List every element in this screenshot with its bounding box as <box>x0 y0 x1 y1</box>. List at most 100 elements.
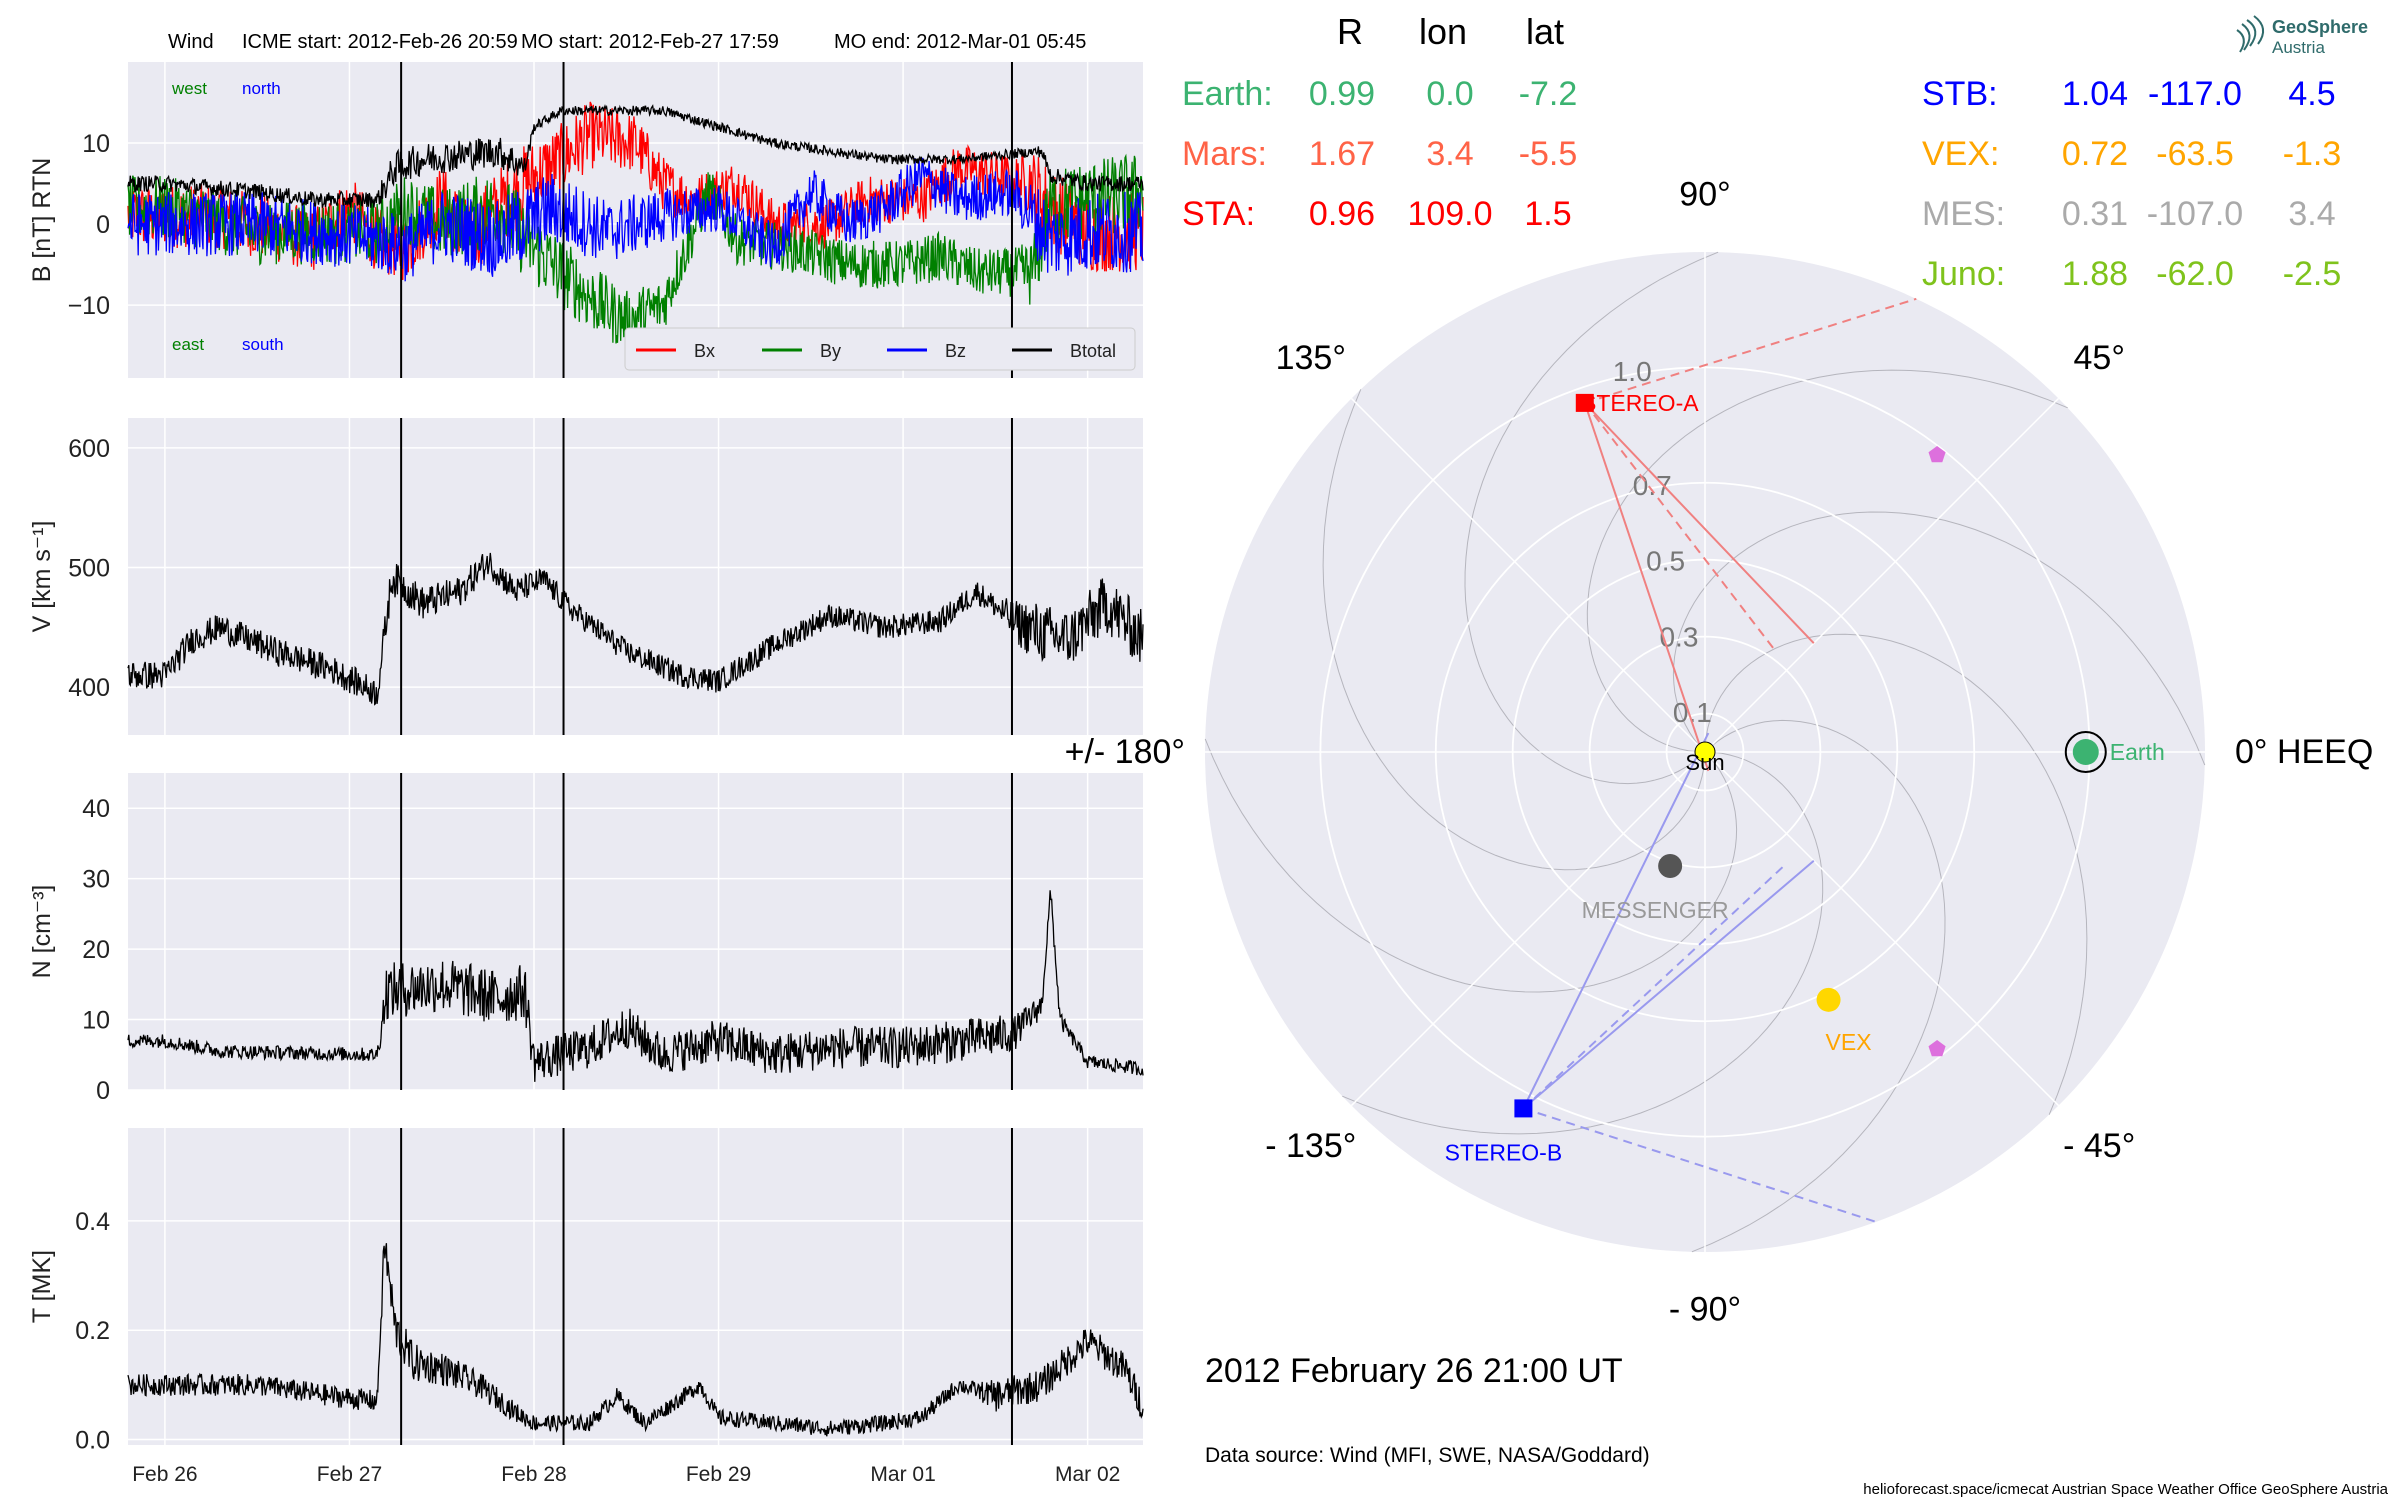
parker-spiral-line <box>1586 369 2068 753</box>
series-line-v <box>127 552 1144 706</box>
y-tick-label: 0.0 <box>75 1427 110 1455</box>
logo-line2: Austria <box>2272 38 2325 57</box>
y-axis-label: T [MK] <box>28 1250 56 1323</box>
y-axis-label: V [km s⁻¹] <box>28 521 56 633</box>
table-name-right-1: VEX: <box>1922 135 1999 173</box>
y-axis-label: B [nT] RTN <box>28 158 56 283</box>
temperature-panel: 0.4 0.2 0.0 T [MK] Feb 26 Feb 27 Feb 28 Feb 29 M… <box>28 1128 1144 1486</box>
legend-label-btotal: Btotal <box>1070 341 1116 361</box>
stereo-b-fov-line <box>1522 860 1815 1110</box>
logo-swirl-icon <box>2236 15 2265 53</box>
angle-label: 135° <box>1276 339 1346 377</box>
table-r-right-0: 1.04 <box>2062 75 2128 113</box>
stereo-b-fov-line <box>1523 1107 1877 1223</box>
table-r-right-3: 1.88 <box>2062 255 2128 293</box>
table-name-left-0: Earth: <box>1182 75 1273 113</box>
parker-spiral-line <box>1464 251 1719 785</box>
radial-tick-label: 0.3 <box>1659 621 1698 652</box>
y-tick-label: 500 <box>68 555 110 583</box>
parker-spiral-line <box>1672 511 2206 766</box>
y-tick-label: 0 <box>96 1077 110 1105</box>
panel-background <box>128 418 1143 735</box>
west-label: west <box>171 79 207 98</box>
east-label: east <box>172 335 204 354</box>
y-tick-label: 0.2 <box>75 1317 110 1345</box>
icme-start-label: ICME start: 2012-Feb-26 20:59 <box>242 31 518 53</box>
magnetic-field-panel: 10 0 −10 B [nT] RTN west north east south Bx By Bz… <box>28 62 1144 378</box>
stereo-marker <box>1514 1099 1533 1118</box>
stereo-a-fov-line <box>1584 297 1917 404</box>
earth-ring <box>2064 731 2107 773</box>
table-lon-right-1: -63.5 <box>2156 135 2234 173</box>
table-lon-right-0: -117.0 <box>2148 75 2242 113</box>
table-lon-left-2: 109.0 <box>1407 195 1492 233</box>
panel-background <box>128 1128 1143 1445</box>
parker-spiral-line <box>1691 719 1946 1253</box>
legend-label-bx: Bx <box>694 341 715 361</box>
table-lon-right-2: -107.0 <box>2147 195 2243 233</box>
angular-gridline <box>1350 397 1706 753</box>
parker-spiral-line <box>1704 633 2088 1115</box>
stereo-a-fov-line <box>1584 402 1815 644</box>
table-r-left-0: 0.99 <box>1309 75 1375 113</box>
x-tick-label: Mar 01 <box>870 1463 935 1486</box>
messenger-label: MESSENGER <box>1582 897 1729 923</box>
y-tick-label: 40 <box>82 795 110 823</box>
table-name-right-3: Juno: <box>1922 255 2005 293</box>
table-header-lon: lon <box>1419 11 1467 52</box>
radial-tick-label: 0.5 <box>1646 546 1685 577</box>
table-name-left-2: STA: <box>1182 195 1255 233</box>
table-lat-right-3: -2.5 <box>2283 255 2342 293</box>
plot-time-title: 2012 February 26 21:00 UT <box>1205 1352 1623 1390</box>
y-tick-label: 600 <box>68 435 110 463</box>
north-label: north <box>242 79 281 98</box>
logo-line1: GeoSphere <box>2272 17 2368 37</box>
parker-spiral-line <box>1204 738 1738 993</box>
geosphere-logo: GeoSphere Austria <box>2236 15 2368 57</box>
table-r-right-2: 0.31 <box>2062 195 2128 233</box>
stereo-label: STEREO-B <box>1445 1139 1563 1165</box>
y-tick-label: 30 <box>82 866 110 894</box>
y-tick-label: −10 <box>68 292 110 320</box>
angular-gridline <box>1350 751 1706 1107</box>
credits: helioforecast.space/icmecat Austrian Spa… <box>1863 1481 2388 1498</box>
mo-start-label: MO start: 2012-Feb-27 17:59 <box>521 31 779 53</box>
y-axis-label: N [cm⁻³] <box>28 885 56 979</box>
earth-marker <box>2072 739 2099 765</box>
radial-tick-label: 1.0 <box>1613 356 1652 387</box>
angular-gridline <box>1704 397 2060 753</box>
mo-end-label: MO end: 2012-Mar-01 05:45 <box>834 31 1086 53</box>
spacecraft-label: Wind <box>168 31 214 53</box>
angle-label: +/- 180° <box>1065 733 1185 771</box>
messenger-marker <box>1658 854 1683 879</box>
series-line-btotal <box>127 104 1144 208</box>
sun-label: Sun <box>1685 750 1724 775</box>
y-tick-label: 400 <box>68 674 110 702</box>
x-tick-label: Feb 26 <box>132 1463 197 1486</box>
angle-label: 90° <box>1679 176 1730 214</box>
stereo-a-fov-line <box>1583 402 1710 772</box>
parker-spiral-line <box>1322 389 1706 871</box>
angle-label: - 90° <box>1669 1291 1741 1329</box>
stereo-b-fov-line <box>1522 732 1710 1109</box>
x-tick-label: Feb 28 <box>501 1463 566 1486</box>
juno-marker <box>1928 1040 1946 1057</box>
x-tick-label: Feb 29 <box>686 1463 751 1486</box>
earth-label: Earth <box>2110 739 2165 765</box>
table-lat-left-2: 1.5 <box>1524 195 1571 233</box>
table-lat-right-0: 4.5 <box>2288 75 2335 113</box>
vex-label: VEX <box>1826 1029 1872 1055</box>
legend-label-bz: Bz <box>945 341 966 361</box>
stereo-marker <box>1575 393 1594 412</box>
angle-label: 45° <box>2074 339 2125 377</box>
table-header-r: R <box>1337 11 1363 52</box>
angle-label: - 135° <box>1265 1127 1356 1165</box>
y-tick-label: 10 <box>82 1007 110 1035</box>
table-lat-left-1: -5.5 <box>1519 135 1578 173</box>
table-header-lat: lat <box>1526 11 1564 52</box>
angle-label: - 45° <box>2063 1127 2135 1165</box>
series-line-t <box>127 1243 1144 1437</box>
vex-marker <box>1816 987 1841 1012</box>
table-lat-right-1: -1.3 <box>2283 135 2342 173</box>
sun-marker <box>1694 741 1716 763</box>
